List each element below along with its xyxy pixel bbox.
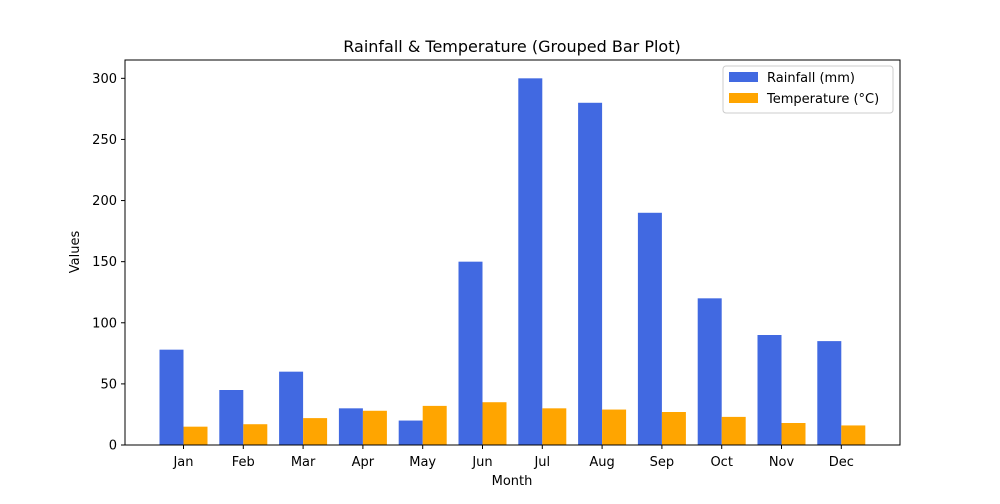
x-axis: Jan Feb Mar Apr May Jun Jul Aug Sep Oct Nov Dec — [172, 445, 854, 470]
temperature-bar-jan — [183, 426, 208, 445]
rainfall-bar-may — [398, 420, 423, 445]
plot-frame — [124, 59, 901, 446]
y-tick-label-250: 250 — [92, 133, 117, 148]
x-tick-label-aug: Aug — [589, 455, 614, 470]
legend-swatch-rainfall — [729, 72, 758, 82]
x-tick-label-oct: Oct — [710, 455, 732, 470]
x-tick-label-jun: Jun — [471, 455, 492, 470]
temperature-bar-may — [422, 405, 447, 445]
x-tick-label-feb: Feb — [232, 455, 255, 470]
legend-label-rainfall: Rainfall (mm) — [767, 71, 855, 86]
x-tick-label-may: May — [409, 455, 436, 470]
chart-title: Rainfall & Temperature (Grouped Bar Plot… — [343, 37, 680, 56]
y-tick-label-50: 50 — [100, 377, 117, 392]
x-tick-label-apr: Apr — [352, 455, 375, 470]
rainfall-bar-aug — [578, 102, 603, 445]
temperature-bar-aug — [602, 409, 627, 445]
y-axis-label: Values — [68, 231, 83, 274]
y-tick-label-0: 0 — [109, 439, 117, 454]
rainfall-bar-feb — [219, 390, 244, 445]
temperature-bar-dec — [841, 425, 866, 445]
x-tick-label-jan: Jan — [172, 455, 193, 470]
legend: Rainfall (mm) Temperature (°C) — [722, 65, 894, 114]
y-tick-label-150: 150 — [92, 255, 117, 270]
rainfall-bar-jan — [159, 349, 184, 445]
temperature-bar-feb — [243, 424, 268, 445]
legend-swatch-temperature — [729, 93, 758, 103]
rainfall-bar-jun — [458, 261, 483, 445]
rainfall-bar-sep — [637, 212, 662, 445]
rainfall-bar-mar — [279, 371, 304, 445]
temperature-bar-apr — [362, 410, 387, 445]
rainfall-bar-jul — [518, 78, 543, 445]
x-tick-label-dec: Dec — [829, 455, 854, 470]
temperature-bar-oct — [721, 416, 746, 445]
legend-box — [722, 65, 894, 114]
legend-label-temperature: Temperature (°C) — [766, 92, 879, 107]
bars-layer — [159, 78, 866, 445]
temperature-bar-nov — [781, 423, 806, 445]
rainfall-bar-nov — [757, 335, 782, 445]
temperature-bar-sep — [661, 412, 686, 445]
y-tick-label-300: 300 — [92, 72, 117, 87]
temperature-bar-jun — [482, 402, 507, 445]
rainfall-bar-oct — [697, 298, 722, 445]
x-tick-label-nov: Nov — [769, 455, 795, 470]
x-tick-label-mar: Mar — [291, 455, 316, 470]
temperature-bar-jul — [542, 408, 567, 445]
x-axis-label: Month — [492, 474, 533, 489]
rainfall-bar-dec — [817, 341, 842, 445]
x-tick-label-sep: Sep — [650, 455, 675, 470]
rainfall-bar-apr — [338, 408, 363, 445]
y-tick-label-100: 100 — [92, 316, 117, 331]
temperature-bar-mar — [303, 418, 328, 445]
y-tick-label-200: 200 — [92, 194, 117, 209]
y-axis: 0 50 100 150 200 250 300 — [92, 72, 125, 454]
x-tick-label-jul: Jul — [533, 455, 550, 470]
